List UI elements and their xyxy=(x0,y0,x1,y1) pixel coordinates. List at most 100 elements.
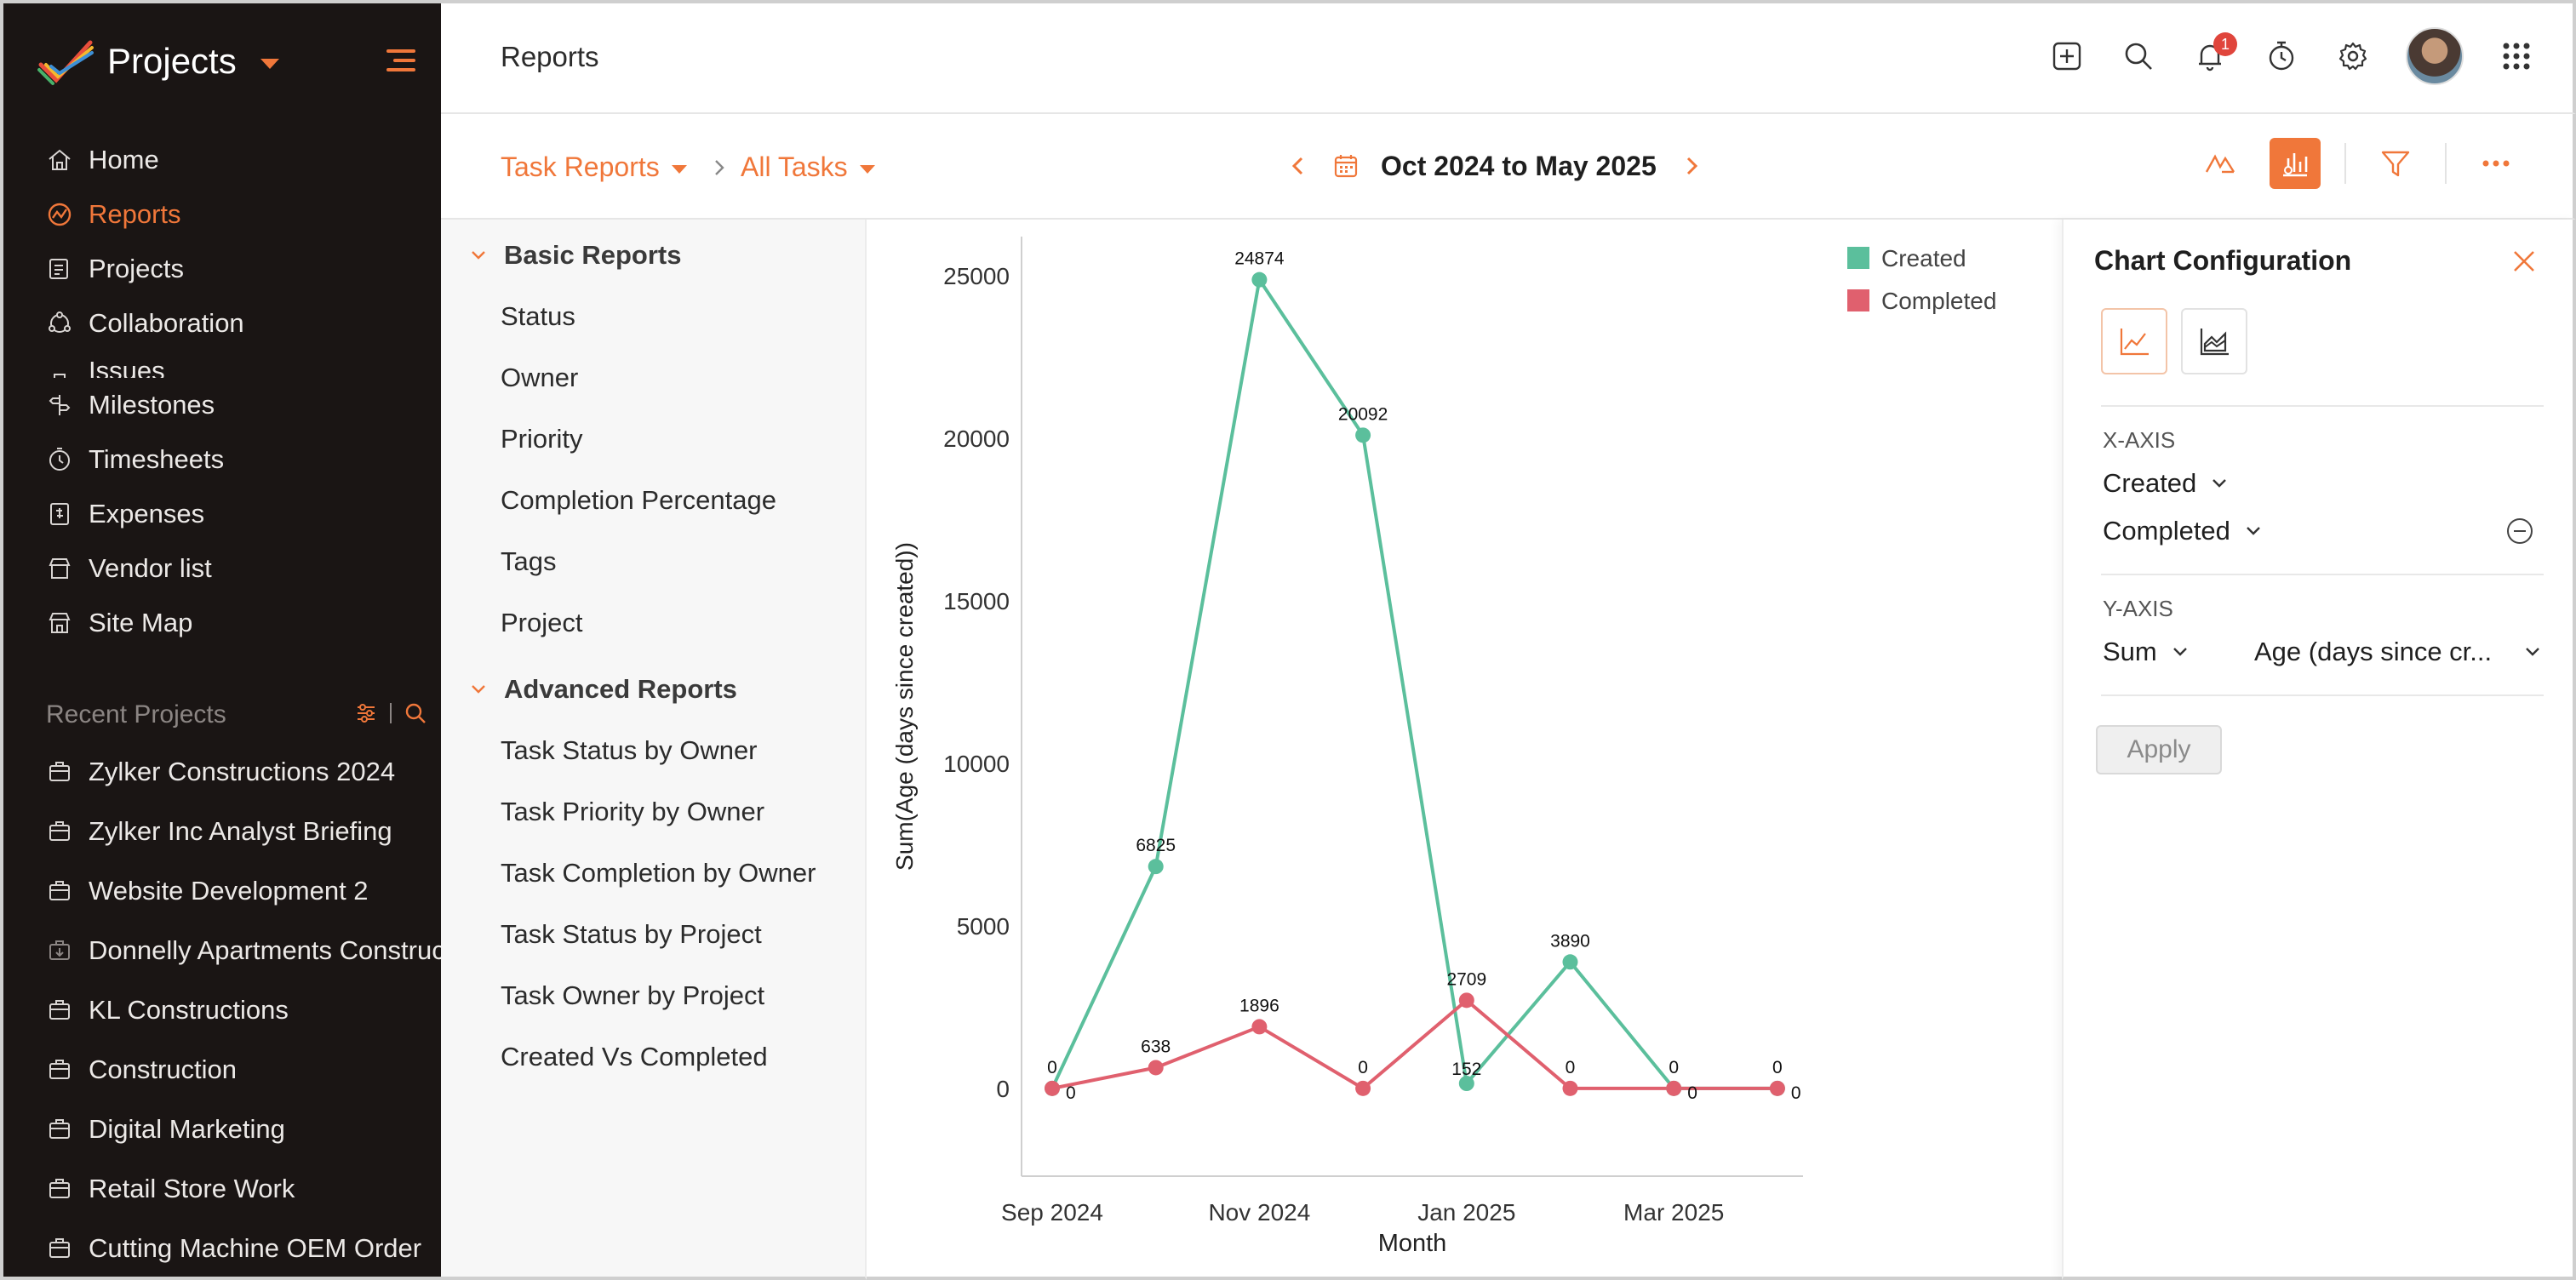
recent-project-item[interactable]: Zylker Constructions 2024 xyxy=(3,742,441,802)
report-item-priority[interactable]: Priority xyxy=(501,424,583,454)
y-field-select[interactable]: Age (days since cr... xyxy=(2254,635,2544,669)
x-axis-title: Month xyxy=(1378,1230,1447,1257)
menu-toggle-icon[interactable] xyxy=(386,49,415,73)
recent-project-item[interactable]: KL Constructions xyxy=(3,980,441,1040)
nav-item-site-map[interactable]: Site Map xyxy=(3,596,441,650)
nav-item-milestones[interactable]: Milestones xyxy=(3,378,441,432)
data-point-created xyxy=(1458,1076,1474,1092)
divider xyxy=(2445,143,2447,184)
remove-field-icon[interactable] xyxy=(2504,516,2535,546)
task-scope-dropdown[interactable]: All Tasks xyxy=(741,151,875,183)
data-point-completed xyxy=(1355,1080,1371,1096)
nav-item-reports[interactable]: Reports xyxy=(3,187,441,242)
data-label: 0 xyxy=(1358,1058,1368,1077)
issues-icon xyxy=(54,374,66,378)
data-label: 3890 xyxy=(1550,931,1590,951)
recent-project-item[interactable]: Retail Store Work xyxy=(3,1159,441,1219)
x-field-completed-select[interactable]: Completed xyxy=(2103,514,2264,548)
report-item-status[interactable]: Status xyxy=(501,301,575,331)
report-item-project[interactable]: Project xyxy=(501,608,583,637)
nav-item-projects[interactable]: Projects xyxy=(3,242,441,296)
recent-project-item[interactable]: Digital Marketing xyxy=(3,1100,441,1159)
nav-item-timesheets[interactable]: Timesheets xyxy=(3,432,441,487)
recent-project-item[interactable]: Construction xyxy=(3,1040,441,1100)
search-button[interactable] xyxy=(2120,37,2157,75)
vendor-icon xyxy=(49,558,71,579)
y-aggregate-select[interactable]: Sum xyxy=(2103,635,2191,669)
x-tick-label: Sep 2024 xyxy=(1001,1199,1103,1226)
recent-project-item[interactable]: Cutting Machine OEM Order xyxy=(3,1219,441,1278)
milestones-icon xyxy=(49,395,71,415)
recent-project-item[interactable]: Zylker Inc Analyst Briefing xyxy=(3,802,441,861)
timer-icon xyxy=(2269,41,2294,71)
y-tick-label: 10000 xyxy=(943,751,1010,777)
chevron-left-icon[interactable] xyxy=(1284,151,1313,180)
recent-project-item[interactable]: Donnelly Apartments Construction xyxy=(3,921,441,980)
line-chart-type-button[interactable] xyxy=(2101,308,2167,374)
sidebar: Projects Home Reports Projects Col xyxy=(0,0,441,1280)
apply-button[interactable]: Apply xyxy=(2096,725,2222,774)
line-chart: 0 5000 10000 15000 20000 25000 Sep 2024 Nov 202… xyxy=(891,237,1996,1257)
report-item-task-owner-by-project[interactable]: Task Owner by Project xyxy=(501,980,765,1010)
add-button[interactable] xyxy=(2048,37,2086,75)
report-item-task-status-by-owner[interactable]: Task Status by Owner xyxy=(501,735,758,765)
data-point-completed xyxy=(1562,1080,1578,1096)
x-tick-label: Mar 2025 xyxy=(1623,1199,1724,1226)
data-label: 24874 xyxy=(1234,249,1285,269)
report-item-task-completion-by-owner[interactable]: Task Completion by Owner xyxy=(501,858,816,888)
close-icon[interactable] xyxy=(2510,247,2539,276)
data-label: 638 xyxy=(1141,1037,1171,1056)
chart-settings-icon xyxy=(2283,153,2308,177)
report-type-dropdown[interactable]: Task Reports xyxy=(501,151,687,183)
basic-reports-section[interactable]: Basic Reports xyxy=(468,238,681,272)
filter-settings-icon[interactable] xyxy=(354,701,378,725)
more-options-button[interactable] xyxy=(2470,138,2522,189)
report-item-task-priority-by-owner[interactable]: Task Priority by Owner xyxy=(501,797,765,826)
y-tick-label: 0 xyxy=(996,1076,1010,1102)
chart-settings-button[interactable] xyxy=(2270,138,2321,189)
project-briefcase-icon xyxy=(49,762,70,781)
legend-label-completed: Completed xyxy=(1881,288,1996,314)
chevron-down-icon xyxy=(2526,648,2539,656)
x-field-created-select[interactable]: Created xyxy=(2103,466,2230,500)
nav-item-home[interactable]: Home xyxy=(3,133,441,187)
chevron-right-icon[interactable] xyxy=(1677,151,1706,180)
y-tick-label: 25000 xyxy=(943,263,1010,289)
report-item-created-vs-completed[interactable]: Created Vs Completed xyxy=(501,1042,768,1071)
report-item-completion-percentage[interactable]: Completion Percentage xyxy=(501,485,776,515)
avatar[interactable] xyxy=(2406,27,2464,85)
report-item-tags[interactable]: Tags xyxy=(501,546,557,576)
data-label: 152 xyxy=(1451,1060,1481,1079)
data-point-completed xyxy=(1045,1080,1060,1096)
date-range-label[interactable]: Oct 2024 to May 2025 xyxy=(1381,150,1657,181)
divider xyxy=(2344,143,2346,184)
recent-project-item[interactable]: Website Development 2 xyxy=(3,861,441,921)
nav-item-collaboration[interactable]: Collaboration xyxy=(3,296,441,351)
report-item-owner[interactable]: Owner xyxy=(501,363,579,392)
settings-button[interactable] xyxy=(2334,37,2372,75)
line-chart-icon xyxy=(2120,329,2149,356)
nav-item-vendor-list[interactable]: Vendor list xyxy=(3,541,441,596)
search-icon[interactable] xyxy=(404,701,427,725)
divider xyxy=(390,703,392,723)
chart-configuration-panel: Chart Configuration X-AXIS Created Compl… xyxy=(2062,220,2576,1280)
nav-item-expenses[interactable]: Expenses xyxy=(3,487,441,541)
notifications-button[interactable]: 1 xyxy=(2191,32,2237,75)
legend-label-created: Created xyxy=(1881,245,1966,271)
y-tick-label: 15000 xyxy=(943,588,1010,614)
app-switcher[interactable]: Projects xyxy=(37,34,279,89)
timer-button[interactable] xyxy=(2263,37,2300,75)
chart-type-button[interactable] xyxy=(2195,138,2246,189)
calendar-icon[interactable] xyxy=(1331,151,1360,180)
data-point-completed xyxy=(1458,992,1474,1009)
data-point-created xyxy=(1251,271,1268,288)
apps-grid-button[interactable] xyxy=(2498,37,2535,75)
y-axis-label: Y-AXIS xyxy=(2103,596,2173,621)
area-chart-type-button[interactable] xyxy=(2181,308,2247,374)
report-item-task-status-by-project[interactable]: Task Status by Project xyxy=(501,919,762,949)
data-label: 0 xyxy=(1669,1058,1679,1077)
nav-item-issues[interactable]: Issues xyxy=(3,351,441,378)
advanced-reports-section[interactable]: Advanced Reports xyxy=(468,672,737,706)
filter-button[interactable] xyxy=(2370,138,2421,189)
